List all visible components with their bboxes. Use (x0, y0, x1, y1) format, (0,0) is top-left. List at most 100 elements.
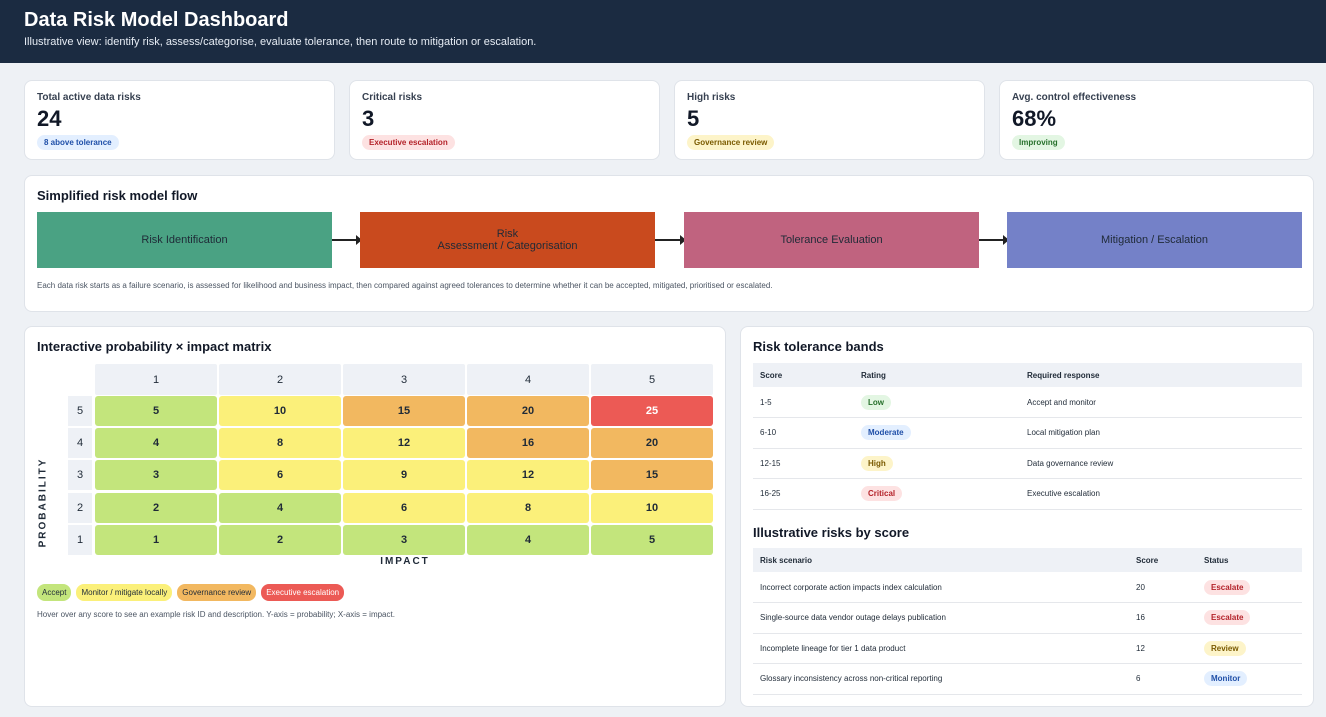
matrix-cell[interactable]: 10 (219, 396, 341, 426)
legend-monitor: Monitor / mitigate locally (76, 584, 173, 601)
matrix-cell[interactable]: 8 (219, 428, 341, 458)
risks-title: Illustrative risks by score (753, 525, 910, 540)
score-cell: 6-10 (753, 417, 854, 449)
response-cell: Accept and monitor (1020, 387, 1302, 418)
flow-step-identification: Risk Identification (37, 212, 332, 268)
status-badge: Escalate (1204, 579, 1251, 595)
kpi-value: 5 (687, 106, 700, 131)
rating-cell: Moderate (854, 417, 1020, 449)
kpi-badge: Improving (1012, 135, 1065, 150)
matrix-cell[interactable]: 20 (591, 428, 713, 458)
scenario-cell: Glossary inconsistency across non-critic… (753, 663, 1129, 695)
matrix-cell[interactable]: 20 (467, 396, 589, 426)
probability-header: 3 (68, 460, 92, 490)
column-header: Score (1129, 548, 1197, 572)
risk-matrix-card: Interactive probability × impact matrix … (24, 326, 726, 707)
flow-step-label: Tolerance Evaluation (780, 234, 883, 246)
matrix-cell[interactable]: 3 (95, 460, 217, 490)
impact-header: 4 (467, 364, 589, 395)
table-row: Incomplete lineage for tier 1 data produ… (753, 633, 1302, 664)
matrix-cell[interactable]: 2 (219, 525, 341, 555)
y-axis-label: PROBABILITY (37, 457, 49, 547)
response-cell: Local mitigation plan (1020, 417, 1302, 449)
matrix-cell[interactable]: 10 (591, 493, 713, 523)
probability-header: 2 (68, 493, 92, 523)
rating-cell: High (854, 448, 1020, 479)
score-cell: 6 (1129, 663, 1197, 695)
status-badge: Escalate (1204, 610, 1251, 626)
rating-cell: Low (854, 387, 1020, 418)
matrix-cell[interactable]: 12 (467, 460, 589, 490)
table-row: Incorrect corporate action impacts index… (753, 572, 1302, 603)
legend-governance: Governance review (177, 584, 257, 601)
probability-header: 4 (68, 428, 92, 458)
matrix-title: Interactive probability × impact matrix (37, 339, 272, 354)
rating-badge: Critical (861, 486, 903, 502)
status-cell: Escalate (1197, 602, 1302, 634)
matrix-cell[interactable]: 3 (343, 525, 465, 555)
matrix-cell[interactable]: 9 (343, 460, 465, 490)
matrix-cell[interactable]: 1 (95, 525, 217, 555)
page-header: Data Risk Model Dashboard Illustrative v… (0, 0, 1326, 63)
impact-header: 1 (95, 364, 217, 395)
risk-flow-card: Simplified risk model flow Risk Identifi… (24, 175, 1314, 312)
matrix-cell[interactable]: 12 (343, 428, 465, 458)
kpi-value: 3 (362, 106, 375, 131)
kpi-badge: 8 above tolerance (37, 135, 119, 150)
response-cell: Data governance review (1020, 448, 1302, 479)
matrix-cell[interactable]: 6 (343, 493, 465, 523)
status-cell: Review (1197, 633, 1302, 664)
rating-cell: Critical (854, 478, 1020, 510)
table-row: Single-source data vendor outage delays … (753, 602, 1302, 634)
matrix-cell[interactable]: 25 (591, 396, 713, 426)
flow-arrow-icon (332, 235, 362, 245)
impact-header: 3 (343, 364, 465, 395)
matrix-cell[interactable]: 4 (467, 525, 589, 555)
matrix-cell[interactable]: 2 (95, 493, 217, 523)
tolerance-and-risks-card: Risk tolerance bands Score Rating Requir… (740, 326, 1314, 707)
flow-step-label: Risk Identification (141, 234, 228, 246)
matrix-cell[interactable]: 15 (591, 460, 713, 490)
kpi-value: 24 (37, 106, 62, 131)
table-row: 16-25 Critical Executive escalation (753, 478, 1302, 510)
matrix-cell[interactable]: 4 (219, 493, 341, 523)
x-axis-label: IMPACT (380, 556, 430, 567)
kpi-card-critical: Critical risks 3 Executive escalation (349, 80, 660, 160)
matrix-cell[interactable]: 16 (467, 428, 589, 458)
page-subtitle: Illustrative view: identify risk, assess… (24, 36, 537, 48)
scenario-cell: Incorrect corporate action impacts index… (753, 572, 1129, 603)
impact-header: 5 (591, 364, 713, 395)
legend-escalation: Executive escalation (261, 584, 345, 601)
flow-step-mitigation: Mitigation / Escalation (1007, 212, 1302, 268)
matrix-cell[interactable]: 8 (467, 493, 589, 523)
table-row: Glossary inconsistency across non-critic… (753, 663, 1302, 695)
column-header: Risk scenario (753, 548, 1129, 572)
flow-arrow-icon (979, 235, 1009, 245)
status-badge: Review (1204, 640, 1246, 656)
status-cell: Escalate (1197, 572, 1302, 603)
kpi-label: High risks (687, 92, 736, 103)
matrix-cell[interactable]: 4 (95, 428, 217, 458)
score-cell: 12-15 (753, 448, 854, 479)
kpi-badge: Governance review (687, 135, 775, 150)
matrix-cell[interactable]: 5 (591, 525, 713, 555)
column-header: Rating (854, 363, 1020, 387)
tolerance-title: Risk tolerance bands (753, 339, 884, 354)
matrix-cell[interactable]: 6 (219, 460, 341, 490)
score-cell: 1-5 (753, 387, 854, 418)
flow-step-label: Risk Assessment / Categorisation (437, 228, 578, 252)
scenario-cell: Incomplete lineage for tier 1 data produ… (753, 633, 1129, 664)
rating-badge: High (861, 455, 893, 471)
column-header: Score (753, 363, 854, 387)
kpi-label: Critical risks (362, 92, 423, 103)
table-row: 6-10 Moderate Local mitigation plan (753, 417, 1302, 449)
score-cell: 16 (1129, 602, 1197, 634)
kpi-value: 68% (1012, 106, 1057, 131)
matrix-hint: Hover over any score to see an example r… (37, 610, 395, 619)
matrix-cell[interactable]: 15 (343, 396, 465, 426)
rating-badge: Low (861, 394, 891, 410)
matrix-cell[interactable]: 5 (95, 396, 217, 426)
flow-step-tolerance: Tolerance Evaluation (684, 212, 979, 268)
legend-accept: Accept (37, 584, 72, 601)
status-badge: Monitor (1204, 671, 1248, 687)
